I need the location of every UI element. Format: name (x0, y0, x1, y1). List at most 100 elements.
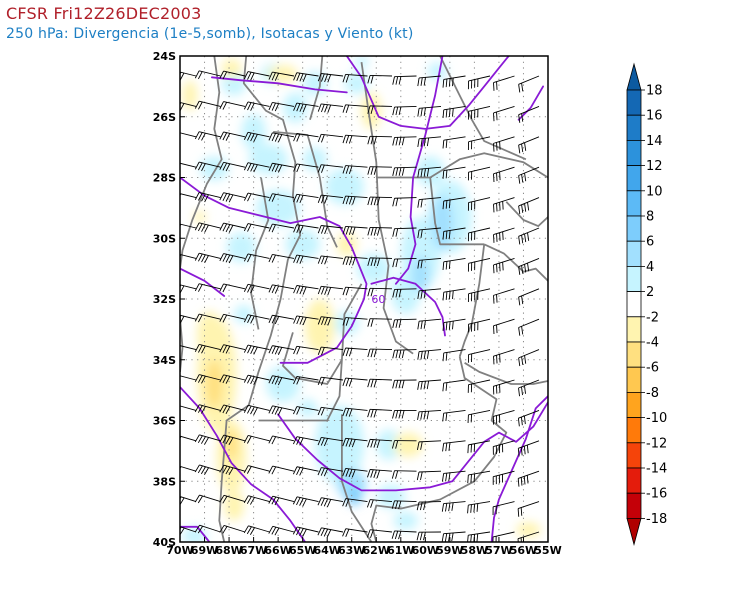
wind-barb (180, 284, 197, 294)
wind-barb (342, 195, 368, 205)
wind-barb (317, 103, 344, 113)
wind-barb (467, 531, 491, 542)
wind-barb (219, 434, 246, 445)
wind-barb (442, 75, 466, 88)
divergence-area (221, 71, 247, 96)
wind-barb (441, 531, 466, 542)
wind-barb (180, 314, 197, 324)
colorbar-swatch (626, 265, 642, 292)
wind-barb (293, 436, 319, 446)
lon-tick-label: 57W (485, 544, 512, 557)
wind-barb (417, 379, 442, 390)
border-line (360, 61, 414, 355)
lon-tick-label: 55W (534, 544, 561, 557)
wind-barb (518, 379, 540, 397)
wind-barb (268, 465, 295, 475)
wind-barb (268, 525, 295, 536)
wind-barb (194, 343, 221, 354)
wind-barb (367, 348, 393, 358)
chart-subtitle: 250 hPa: Divergencia (1e-5,somb), Isotac… (6, 26, 414, 42)
wind-barb (417, 105, 442, 117)
colorbar: 18 16 14 12 10 8 6 4 2 -2 -4 -6 -8 -10 -12 -14 -16 -18 (626, 62, 667, 546)
lon-tick-label: 63W (338, 544, 365, 557)
wind-barb (392, 166, 417, 177)
colorbar-swatch (626, 89, 642, 116)
wind-barb (467, 136, 491, 150)
divergence-area (346, 487, 362, 506)
colorbar-label: 18 (646, 84, 663, 99)
wind-barb (442, 166, 466, 179)
wind-barb (518, 227, 540, 245)
wind-barb (493, 166, 515, 183)
wind-barb (243, 131, 270, 142)
wind-barb (342, 256, 368, 266)
convergence-area (205, 359, 223, 409)
wind-barb (367, 227, 393, 236)
wind-barb (342, 73, 368, 83)
colorbar-swatch (626, 442, 642, 469)
wind-barb (317, 497, 344, 508)
isotach-label: 60 (371, 293, 385, 306)
wind-barb (293, 102, 319, 113)
wind-barb (293, 254, 319, 264)
wind-barb (293, 375, 319, 385)
lon-tick-label: 62W (363, 544, 390, 557)
divergence-area (356, 253, 391, 284)
wind-barb (317, 467, 344, 477)
wind-barb (194, 283, 221, 292)
wind-barb (268, 254, 295, 263)
colorbar-label: 16 (646, 109, 663, 124)
wind-barb (367, 318, 393, 327)
wind-barb (243, 374, 270, 385)
divergence-area (431, 195, 454, 251)
wind-barb (442, 318, 466, 331)
border-line (376, 152, 548, 179)
convergence-area (305, 299, 335, 354)
wind-barb (367, 287, 393, 297)
colorbar-label: -16 (646, 487, 667, 502)
wind-barb (293, 406, 319, 415)
isotach-line (180, 386, 306, 542)
wind-barb (268, 71, 295, 81)
wind-barb (416, 470, 442, 481)
border-line (180, 317, 184, 372)
border-line (464, 362, 548, 385)
isotach-line (180, 176, 368, 364)
wind-barb (219, 101, 246, 110)
wind-barb (442, 349, 466, 362)
border-line (180, 56, 223, 269)
colorbar-swatch (626, 391, 642, 418)
border-line (282, 332, 343, 385)
colorbar-swatch (626, 467, 642, 494)
wind-barb (493, 257, 515, 274)
wind-barb (194, 434, 221, 445)
lon-tick-label: 61W (387, 544, 414, 557)
convergence-area (182, 80, 198, 111)
divergence-area (427, 62, 448, 81)
wind-barb (342, 225, 368, 236)
wind-barb (194, 252, 221, 264)
wind-barb (342, 134, 368, 144)
wind-barb (417, 166, 442, 178)
wind-barb (317, 73, 344, 83)
wind-barb (243, 314, 270, 324)
wind-barb (219, 131, 246, 141)
wind-barb (518, 257, 540, 275)
lon-tick-label: 70W (166, 544, 193, 557)
colorbar-label: -18 (646, 512, 667, 527)
wind-barb (194, 374, 221, 384)
wind-barb (194, 100, 221, 110)
wind-barb (180, 405, 197, 411)
wind-barb (268, 435, 295, 445)
wind-barb (317, 164, 344, 173)
wind-barb (243, 253, 270, 263)
wind-barb (317, 527, 344, 538)
wind-barb (180, 253, 197, 259)
lon-tick-label: 67W (240, 544, 267, 557)
wind-barb (194, 161, 221, 172)
wind-barb (492, 440, 515, 455)
colorbar-label: -6 (646, 361, 659, 376)
wind-barb (293, 345, 319, 355)
wind-barb (391, 470, 417, 479)
wind-barb (293, 285, 319, 295)
